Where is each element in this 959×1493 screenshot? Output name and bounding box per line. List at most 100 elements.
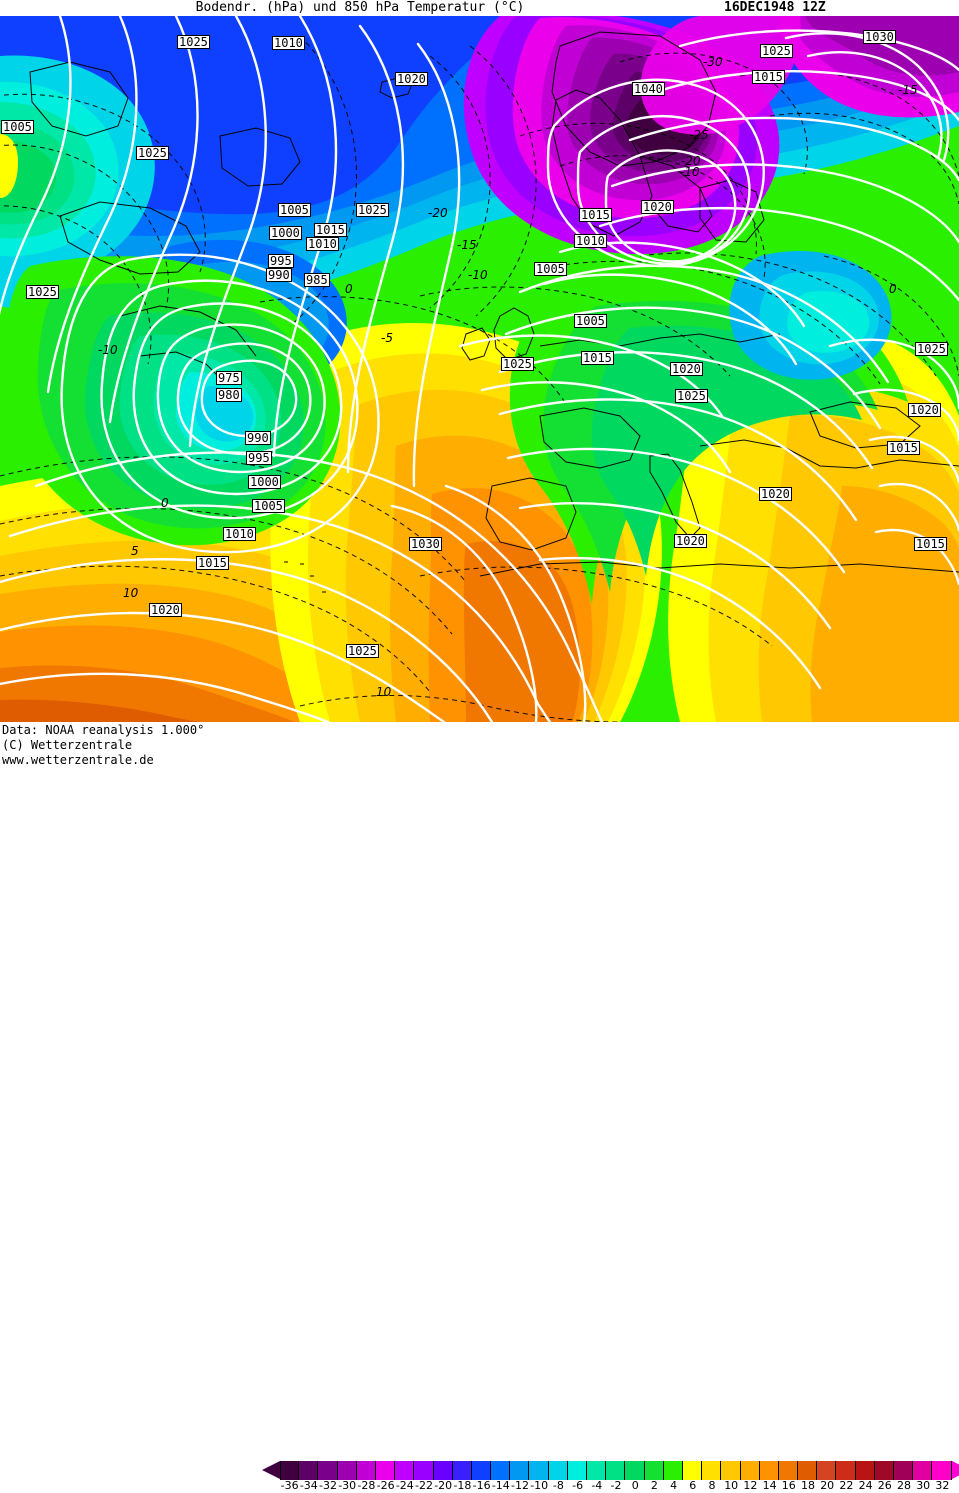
- chart-date: 16DEC1948 12Z: [724, 0, 826, 15]
- isobar-label: 985: [304, 273, 330, 287]
- color-scale: -36 -34 -32 -30 -28 -26 -24 -22 -20 -18 -16 -14 -12-…: [262, 1461, 959, 1493]
- isobar-label: 1005: [574, 314, 607, 328]
- colorbar-tick: 12: [743, 1479, 758, 1492]
- colorbar-swatch: [567, 1461, 587, 1480]
- isobar-label: 1025: [346, 644, 379, 658]
- isobar-label: 1025: [26, 285, 59, 299]
- map-canvas: [0, 16, 959, 722]
- colorbar-swatch: [529, 1461, 549, 1480]
- colorbar-tick: 24: [858, 1479, 873, 1492]
- data-source-credit: Data: NOAA reanalysis 1.000°: [2, 723, 205, 737]
- colorbar-tick: 0: [631, 1479, 639, 1492]
- colorbar-tick: -4: [591, 1479, 603, 1492]
- isobar-label: 1015: [752, 70, 785, 84]
- colorbar-swatch: [759, 1461, 779, 1480]
- isobar-label: 1025: [356, 203, 389, 217]
- colorbar-swatch: [510, 1461, 530, 1480]
- colorbar-tick: -32: [319, 1479, 337, 1492]
- isobar-label: 1020: [908, 403, 941, 417]
- isobar-label: 1015: [581, 351, 614, 365]
- isotherm-label: 0: [345, 282, 353, 296]
- colorbar-swatch: [299, 1461, 319, 1480]
- isobar-label: 1020: [670, 362, 703, 376]
- colorbar-tick: -26: [376, 1479, 395, 1492]
- isotherm-label: 10: [123, 586, 139, 600]
- colorbar-swatch: [491, 1461, 511, 1480]
- isobar-label: 995: [246, 451, 272, 465]
- colorbar-tick: -18: [453, 1479, 472, 1492]
- isobar-label: 1010: [272, 36, 305, 50]
- weather-map[interactable]: 1025 1010 1020 1030 1025 1015 1040 1005 1025 1005…: [0, 16, 959, 722]
- colorbar-swatch: [318, 1461, 338, 1480]
- footer: Data: NOAA reanalysis 1.000° (C) Wetterz…: [0, 722, 959, 1492]
- isobar-label: 1005: [278, 203, 311, 217]
- colorbar-tick: 30: [916, 1479, 931, 1492]
- colorbar-tick: -34: [299, 1479, 318, 1492]
- colorbar-tick-labels: -36 -34 -32 -30 -28 -26 -24 -22 -20 -18 -16 -14 -12-…: [262, 1480, 952, 1493]
- colorbar-swatch: [855, 1461, 875, 1480]
- colorbar-swatches: [280, 1461, 952, 1480]
- colorbar-swatch: [663, 1461, 683, 1480]
- colorbar-swatch: [836, 1461, 856, 1480]
- colorbar-tick: -28: [357, 1479, 376, 1492]
- isobar-label: 1025: [501, 357, 534, 371]
- isobar-label: 1020: [759, 487, 792, 501]
- isobar-label: 1025: [675, 389, 708, 403]
- isotherm-label: -5: [381, 331, 393, 345]
- isotherm-label: -10: [98, 343, 118, 357]
- chart-title-bar: Bodendr. (hPa) und 850 hPa Temperatur (°…: [0, 0, 959, 16]
- isotherm-label: -25: [689, 128, 709, 142]
- isobar-label: 975: [216, 371, 242, 385]
- isobar-label: 1015: [914, 537, 947, 551]
- isotherm-label: -30: [703, 55, 723, 69]
- isobar-label: 1005: [1, 120, 34, 134]
- colorbar-swatch: [874, 1461, 894, 1480]
- isobar-label: 1010: [574, 234, 607, 248]
- website-credit[interactable]: www.wetterzentrale.de: [2, 753, 154, 767]
- isotherm-label: -10: [468, 268, 488, 282]
- colorbar-tick: -24: [395, 1479, 414, 1492]
- colorbar-tick: -10: [530, 1479, 549, 1492]
- colorbar-tick: -12: [511, 1479, 529, 1492]
- isobar-label: 1015: [196, 556, 229, 570]
- isotherm-label: 10: [376, 685, 392, 699]
- colorbar-swatch: [337, 1461, 357, 1480]
- colorbar-tick: 20: [820, 1479, 835, 1492]
- isobar-label: 980: [216, 388, 242, 402]
- isobar-label: 1025: [760, 44, 793, 58]
- colorbar-swatch: [817, 1461, 837, 1480]
- isobar-label: 995: [268, 254, 294, 268]
- isobar-label: 1005: [252, 499, 285, 513]
- colorbar-tick: -30: [338, 1479, 357, 1492]
- colorbar-swatch: [471, 1461, 492, 1480]
- page-title: Bodendr. (hPa) und 850 hPa Temperatur (°…: [195, 0, 525, 15]
- isotherm-label: 5: [131, 544, 139, 558]
- colorbar-high-arrow: [952, 1461, 959, 1479]
- colorbar-low-arrow: [262, 1461, 280, 1479]
- isobars: [0, 16, 959, 722]
- colorbar-swatch: [932, 1461, 952, 1480]
- colorbar-swatch: [740, 1461, 760, 1480]
- colorbar-tick: 22: [839, 1479, 854, 1492]
- colorbar-swatch: [356, 1461, 376, 1480]
- colorbar-tick: -6: [572, 1479, 584, 1492]
- colorbar-swatch: [375, 1461, 396, 1480]
- colorbar-swatch: [433, 1461, 453, 1480]
- colorbar-swatch: [913, 1461, 933, 1480]
- isobar-label: 1025: [136, 146, 169, 160]
- colorbar-swatch: [894, 1461, 914, 1480]
- isobar-label: 1020: [674, 534, 707, 548]
- isobar-label: 1025: [915, 342, 948, 356]
- isobar-label: 1030: [409, 537, 442, 551]
- colorbar-swatch: [682, 1461, 703, 1480]
- colorbar-tick: -36: [280, 1479, 299, 1492]
- isobar-label: 1010: [306, 237, 339, 251]
- colorbar-tick: 2: [650, 1479, 658, 1492]
- isobar-label: 1000: [269, 226, 302, 240]
- colorbar-tick: -20: [434, 1479, 453, 1492]
- colorbar-tick: 6: [689, 1479, 697, 1492]
- isotherm-label: -15: [898, 83, 918, 97]
- colorbar-swatch: [721, 1461, 741, 1480]
- colorbar-swatch: [414, 1461, 434, 1480]
